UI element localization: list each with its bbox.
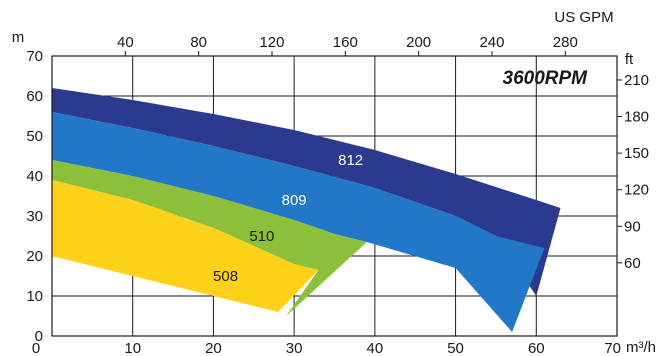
y-tick-label: 20 [26,248,43,265]
x-tick-label: 50 [447,340,464,356]
band-812 [52,88,561,296]
y-tick-label: 30 [26,208,43,225]
x-tick-label: 0 [32,340,40,356]
right-tick-label: 90 [624,218,641,235]
band-label-508: 508 [213,268,238,285]
band-label-510: 510 [249,228,274,245]
y-tick-label: 50 [26,128,43,145]
band-510 [52,160,367,316]
top-tick-label: 240 [479,34,504,51]
right-tick-label: 210 [624,72,649,89]
band-809 [52,112,545,332]
y-tick-label: 60 [26,88,43,105]
right-tick-label: 150 [624,145,649,162]
top-tick-label: 160 [333,34,358,51]
x-tick-label: 40 [367,340,384,356]
top-tick-label: 280 [553,34,578,51]
band-label-812: 812 [338,152,363,169]
performance-bands [52,88,561,332]
right-tick-label: 120 [624,182,649,199]
y-tick-label: 0 [35,328,43,345]
y-tick-label: 10 [26,288,43,305]
plot-frame [51,55,618,337]
y-tick-label: 40 [26,168,43,185]
top-tick-label: 80 [190,34,207,51]
top-tick-label: 200 [406,34,431,51]
band-labels: 812 809 510 508 [213,152,363,285]
right-axis-unit-label: ft [625,51,634,68]
chart-title: 3600RPM [503,68,589,89]
x-tick-label: 30 [286,340,303,356]
x-tick-label: 10 [124,340,141,356]
y-unit-label: m [12,29,25,46]
band-label-809: 809 [282,192,307,209]
y-tick-label: 70 [26,48,43,65]
top-axis-unit-label: US GPM [554,9,613,26]
band-508 [52,180,319,312]
x-tick-label: 60 [528,340,545,356]
x-tick-label: 70 [604,340,621,356]
x-unit-label: m³/h [626,339,656,356]
top-tick-label: 120 [259,34,284,51]
right-tick-label: 60 [624,255,641,272]
tick-labels: 0 10 20 30 40 50 60 70 0 10 20 30 40 50 60 70 40 80 120 160… [26,34,649,356]
x-tick-label: 20 [205,340,222,356]
top-tick-label: 40 [117,34,134,51]
right-tick-label: 180 [624,109,649,126]
